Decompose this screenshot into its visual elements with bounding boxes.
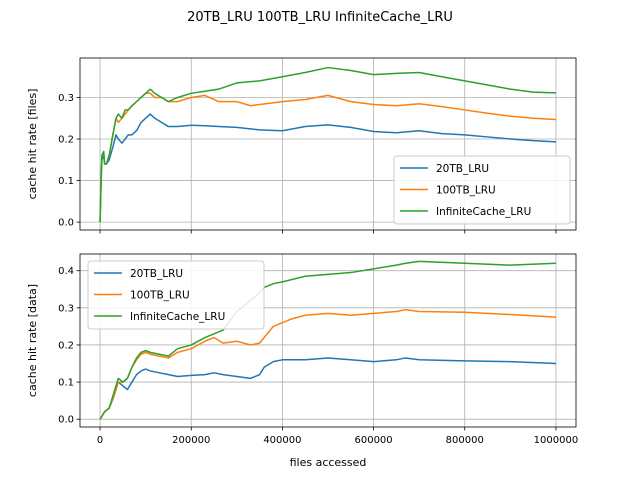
y-tick-label: 0.2 — [58, 340, 74, 351]
top-plot-files: 0.0 0.1 0.2 0.3 cache hit rate [files] 20TB_L… — [26, 57, 577, 234]
legend-label: 20TB_LRU — [130, 268, 183, 280]
y-tick-label: 0.3 — [58, 303, 74, 314]
y-tick-label: 0.0 — [58, 415, 74, 426]
y-tick-label: 0.1 — [58, 378, 74, 389]
series-line-InfiniteCache_LRU — [99, 66, 556, 223]
legend-label: 100TB_LRU — [130, 290, 190, 302]
x-tick-label: 1000000 — [534, 435, 579, 446]
axes-frame — [79, 57, 577, 231]
y-tick-label: 0.1 — [58, 176, 74, 187]
legend-box — [393, 155, 571, 225]
legend-box — [87, 260, 265, 330]
series-line-InfiniteCache_LRU — [99, 260, 556, 420]
legend-label: InfiniteCache_LRU — [130, 311, 225, 323]
y-tick-label: 0.3 — [58, 93, 74, 104]
y-tick-label: 0.2 — [58, 135, 74, 146]
legend: 20TB_LRU 100TB_LRU InfiniteCache_LRU — [87, 260, 265, 330]
x-tick-label: 600000 — [354, 435, 392, 446]
legend-label: 20TB_LRU — [436, 163, 489, 175]
legend-label: 100TB_LRU — [436, 185, 496, 197]
bottom-plot-data: 0 200000 400000 600000 800000 1000000 0.0 0.1 0.… — [26, 253, 579, 446]
y-tick-label: 0.4 — [58, 266, 74, 277]
figure-title: 20TB_LRU 100TB_LRU InfiniteCache_LRU — [187, 10, 453, 25]
series-line-20TB_LRU — [99, 113, 556, 223]
axes-frame — [79, 253, 577, 428]
y-tick-label: 0.0 — [58, 218, 74, 229]
x-tick-label: 800000 — [446, 435, 484, 446]
series-line-20TB_LRU — [99, 357, 556, 420]
legend: 20TB_LRU 100TB_LRU InfiniteCache_LRU — [393, 155, 571, 225]
x-tick-label: 200000 — [172, 435, 210, 446]
y-axis-label: cache hit rate [files] — [26, 89, 39, 200]
y-axis-label: cache hit rate [data] — [26, 284, 39, 397]
legend-label: InfiniteCache_LRU — [436, 206, 531, 218]
x-tick-label: 0 — [97, 435, 103, 446]
x-tick-label: 400000 — [263, 435, 301, 446]
x-axis-label: files accessed — [290, 456, 367, 469]
